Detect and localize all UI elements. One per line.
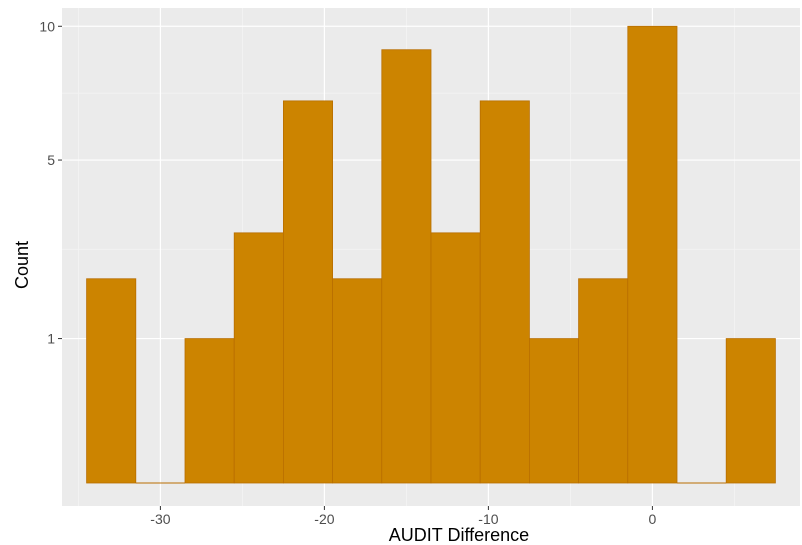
histogram-bar	[627, 25, 678, 484]
x-tick-label: 0	[649, 511, 657, 527]
y-axis-title: Count	[12, 241, 32, 289]
histogram-bar	[529, 338, 580, 484]
x-tick-label: -30	[150, 511, 170, 527]
histogram-bar	[430, 232, 481, 484]
histogram-bars	[86, 25, 776, 484]
histogram-bar	[578, 278, 629, 484]
x-axis-title: AUDIT Difference	[389, 525, 529, 545]
histogram-bar	[725, 338, 776, 484]
y-tick-label: 1	[47, 331, 55, 347]
histogram-bar	[184, 338, 235, 484]
histogram-bar	[381, 49, 432, 484]
x-tick-label: -20	[314, 511, 334, 527]
histogram-bar	[86, 278, 137, 484]
histogram-bar	[332, 278, 383, 484]
histogram-bar	[233, 232, 284, 484]
x-axis-ticks: -30 -20 -10 0	[150, 506, 657, 527]
histogram-bar	[282, 100, 333, 484]
histogram-bar	[479, 100, 530, 484]
y-tick-label: 5	[47, 152, 55, 168]
x-tick-label: -10	[478, 511, 498, 527]
y-tick-label: 10	[39, 18, 55, 34]
